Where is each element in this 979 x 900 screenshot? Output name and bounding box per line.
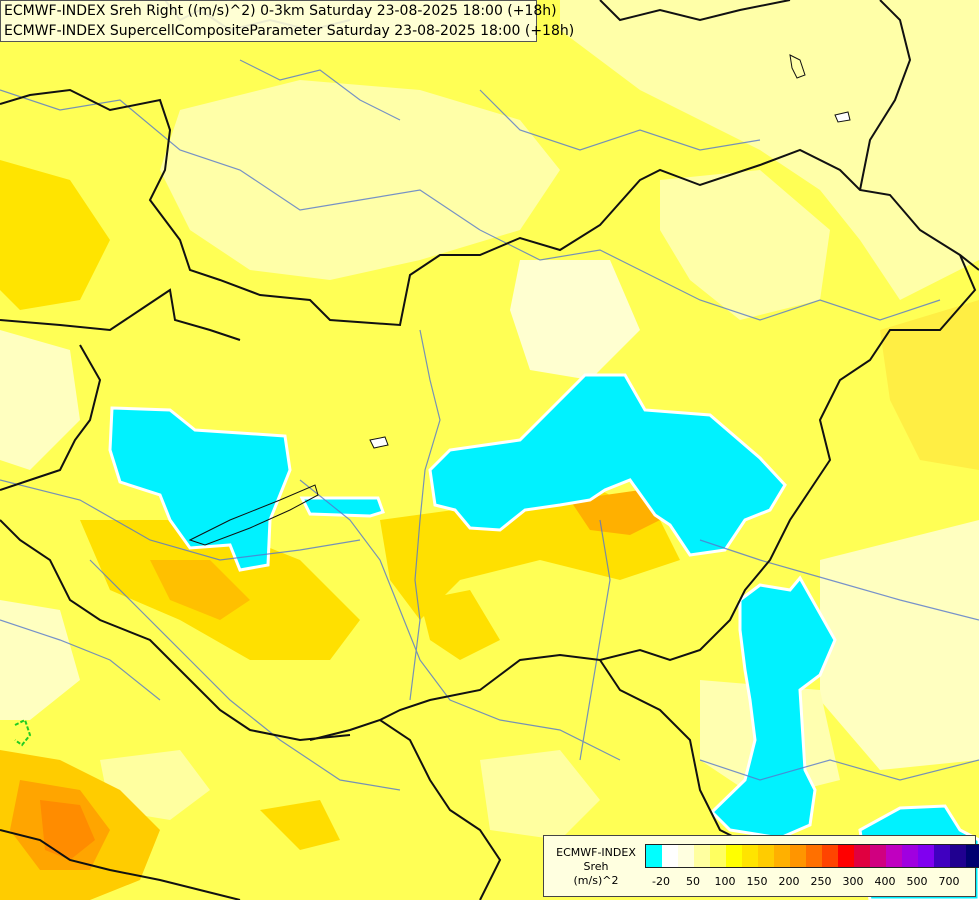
legend-swatch — [790, 845, 806, 867]
lakes — [188, 54, 851, 546]
legend-swatch — [822, 845, 838, 867]
legend-color-bar — [645, 844, 979, 868]
legend-unit: (m/s)^2 — [573, 874, 619, 887]
legend-swatch — [806, 845, 822, 867]
rivers — [0, 59, 979, 791]
legend-swatch — [902, 845, 918, 867]
scp-contour — [14, 718, 32, 747]
legend-swatch — [774, 845, 790, 867]
legend-swatch — [838, 845, 854, 867]
legend-swatch — [726, 845, 742, 867]
legend-parameter: Sreh — [583, 860, 609, 873]
legend-tick-label: 400 — [874, 875, 896, 888]
legend-tick-label: 200 — [778, 875, 800, 888]
legend-swatch — [694, 845, 710, 867]
legend-swatch — [886, 845, 902, 867]
legend-swatch — [678, 845, 694, 867]
legend-tick-label: 500 — [906, 875, 928, 888]
legend-swatch — [918, 845, 934, 867]
legend-swatch — [934, 845, 950, 867]
legend-tick-label: 700 — [938, 875, 960, 888]
legend-tick-label: 50 — [686, 875, 700, 888]
legend-tick-label: 300 — [842, 875, 864, 888]
legend-tick-label: 150 — [746, 875, 768, 888]
legend-swatch — [710, 845, 726, 867]
color-legend: ECMWF-INDEX Sreh (m/s)^2 -20 50 100 150 200 2… — [543, 835, 979, 897]
legend-tick-label: 250 — [810, 875, 832, 888]
mid-value-fill — [0, 160, 680, 900]
legend-model: ECMWF-INDEX — [556, 846, 636, 859]
legend-swatch — [966, 845, 979, 867]
legend-swatch — [646, 845, 662, 867]
legend-swatch — [758, 845, 774, 867]
legend-swatch — [854, 845, 870, 867]
legend-tick-label: 100 — [714, 875, 736, 888]
legend-swatch — [662, 845, 678, 867]
map-title-line-1: ECMWF-INDEX Sreh Right ((m/s)^2) 0-3km S… — [4, 3, 557, 19]
low-value-fill — [0, 0, 979, 840]
legend-swatch — [870, 845, 886, 867]
map-title-box: ECMWF-INDEX Sreh Right ((m/s)^2) 0-3km S… — [0, 0, 575, 42]
legend-swatch — [742, 845, 758, 867]
legend-tick-label: -20 — [652, 875, 670, 888]
legend-swatch — [950, 845, 966, 867]
map-title-line-2: ECMWF-INDEX SupercellCompositeParameter … — [4, 23, 575, 39]
